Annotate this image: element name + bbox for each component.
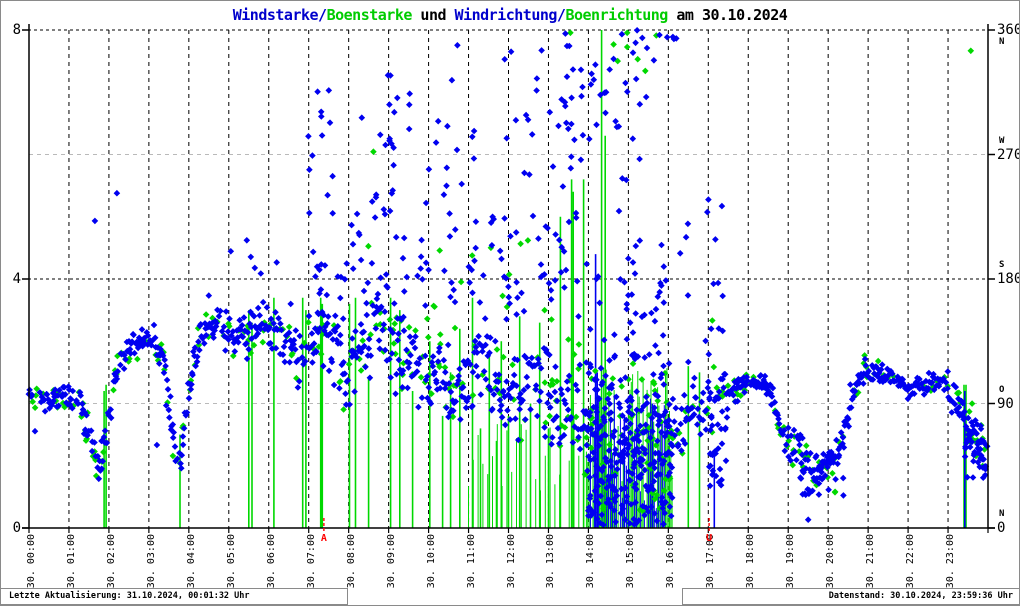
y-left-tick-label: 8 [12,22,21,38]
y-left-tick-label: 4 [12,271,21,287]
x-tick-label: 30. 20:00 [825,534,837,589]
x-tick-label: 30. 22:00 [905,534,917,589]
y-right-tick-label: 90 [997,395,1014,412]
chart-title-segment: / [318,6,327,24]
chart-title-segment: Windstarke [232,6,319,24]
compass-letter: N [999,37,1005,47]
compass-letter: S [999,260,1005,270]
x-tick-label: 30. 21:00 [865,534,877,589]
chart-title-segment: Boenstarke [326,6,413,24]
x-tick-label: 30. 09:00 [385,534,397,589]
x-tick-label: 30. 13:00 [545,534,557,589]
x-tick-label: 30. 15:00 [625,534,637,589]
sun-marker-label: U [706,533,713,544]
x-tick-label: 30. 12:00 [505,534,517,589]
x-tick-label: 30. 08:00 [345,534,357,589]
y-left-tick-label: 0 [12,520,21,536]
x-tick-label: 30. 19:00 [785,534,797,589]
x-tick-label: 30. 11:00 [465,534,477,589]
compass-letter: N [999,509,1005,519]
x-tick-label: 30. 16:00 [665,534,677,589]
x-tick-label: 30. 07:00 [305,534,317,589]
sun-marker-label: A [320,533,327,544]
chart-title: Windstarke/Boenstarke und Windrichtung/B… [1,6,1019,24]
x-tick-label: 30. 10:00 [425,534,437,589]
last-update-status: Letzte Aktualisierung: 31.10.2024, 00:01… [1,588,348,605]
x-tick-label: 30. 18:00 [745,534,757,589]
x-tick-label: 30. 14:00 [585,534,597,589]
x-tick-label: 30. 05:00 [225,534,237,589]
x-tick-label: 30. 03:00 [145,534,157,589]
x-tick-label: 30. 02:00 [105,534,117,589]
x-tick-label: 30. 23:00 [945,534,957,589]
x-tick-label: 30. 01:00 [65,534,77,589]
chart-title-segment: Boenrichtung [565,6,668,24]
x-tick-label: 30. 00:00 [26,534,37,589]
compass-letter: W [999,135,1005,146]
chart-title-segment: am 30.10.2024 [667,6,788,24]
chart-title-segment: / [556,6,566,24]
compass-letter: O [999,384,1005,395]
y-right-tick-label: 0 [997,520,1006,536]
chart-title-segment: und [411,6,455,24]
y-right-tick-label: 360 [997,22,1020,38]
y-right-tick-label: 270 [997,146,1020,163]
y-right-tick-label: 180 [997,271,1020,287]
x-tick-label: 30. 04:00 [185,534,197,589]
data-timestamp-status: Datenstand: 30.10.2024, 23:59:36 Uhr [682,588,1019,605]
chart-title-segment: Windrichtung [454,6,558,24]
x-tick-label: 30. 06:00 [265,534,277,589]
